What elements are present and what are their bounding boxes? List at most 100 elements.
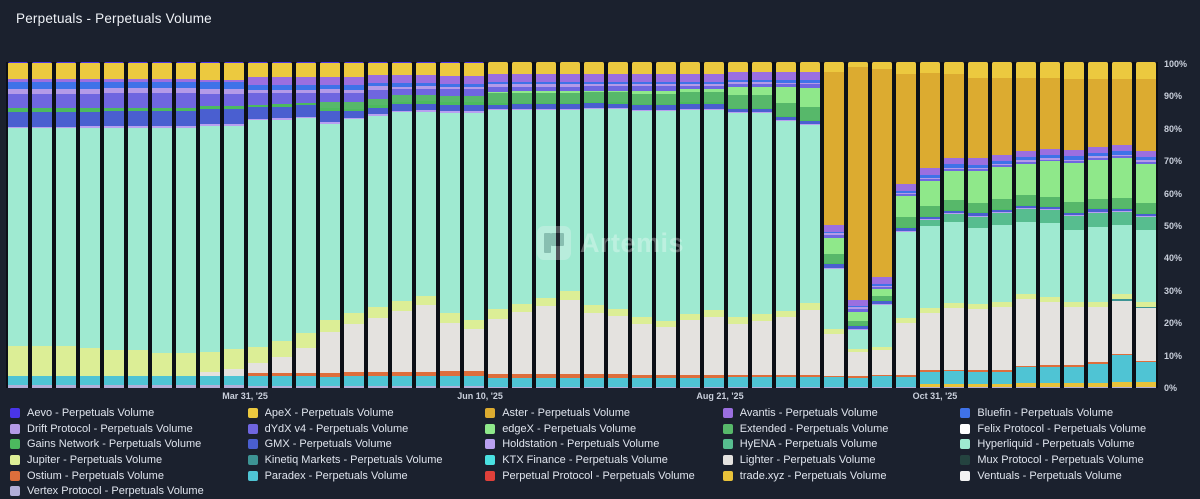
bar-column[interactable] bbox=[1110, 62, 1134, 388]
bar-column[interactable] bbox=[774, 62, 798, 388]
bar-segment bbox=[128, 376, 147, 384]
bar-column[interactable] bbox=[126, 62, 150, 388]
bar-segment bbox=[752, 95, 771, 108]
bar-column[interactable] bbox=[414, 62, 438, 388]
bar-segment bbox=[224, 94, 243, 106]
bar-segment bbox=[752, 62, 771, 72]
legend-item-mux-protocol[interactable]: Mux Protocol - Perpetuals Volume bbox=[960, 453, 1192, 468]
bar-column[interactable] bbox=[78, 62, 102, 388]
bar-segment bbox=[296, 348, 315, 374]
legend-item-ventuals[interactable]: Ventuals - Perpetuals Volume bbox=[960, 468, 1192, 483]
legend-item-hyena[interactable]: HyENA - Perpetuals Volume bbox=[723, 437, 955, 452]
bar-column[interactable] bbox=[1014, 62, 1038, 388]
bar-segment bbox=[8, 128, 27, 346]
bar-column[interactable] bbox=[702, 62, 726, 388]
bar-column[interactable] bbox=[1062, 62, 1086, 388]
bar-column[interactable] bbox=[270, 62, 294, 388]
bar-column[interactable] bbox=[462, 62, 486, 388]
bar-column[interactable] bbox=[966, 62, 990, 388]
bar-segment bbox=[704, 92, 723, 102]
bar-column[interactable] bbox=[6, 62, 30, 388]
bar-column[interactable] bbox=[366, 62, 390, 388]
legend-item-felix-protocol[interactable]: Felix Protocol - Perpetuals Volume bbox=[960, 422, 1192, 437]
bar-stack bbox=[968, 62, 987, 388]
bar-column[interactable] bbox=[798, 62, 822, 388]
bar-segment bbox=[752, 387, 771, 388]
bar-column[interactable] bbox=[582, 62, 606, 388]
bar-column[interactable] bbox=[822, 62, 846, 388]
bar-column[interactable] bbox=[750, 62, 774, 388]
bar-column[interactable] bbox=[654, 62, 678, 388]
legend-item-vertex-protocol[interactable]: Vertex Protocol - Perpetuals Volume bbox=[10, 484, 242, 499]
bar-column[interactable] bbox=[486, 62, 510, 388]
legend-item-kinetiq-markets[interactable]: Kinetiq Markets - Perpetuals Volume bbox=[248, 453, 480, 468]
legend-item-paradex[interactable]: Paradex - Perpetuals Volume bbox=[248, 468, 480, 483]
legend-item-aevo[interactable]: Aevo - Perpetuals Volume bbox=[10, 406, 242, 421]
legend-item-gmx[interactable]: GMX - Perpetuals Volume bbox=[248, 437, 480, 452]
bar-segment bbox=[872, 289, 891, 296]
bar-column[interactable] bbox=[918, 62, 942, 388]
bar-column[interactable] bbox=[198, 62, 222, 388]
bar-column[interactable] bbox=[534, 62, 558, 388]
legend-item-hyperliquid[interactable]: Hyperliquid - Perpetuals Volume bbox=[960, 437, 1192, 452]
bar-column[interactable] bbox=[1086, 62, 1110, 388]
bar-segment bbox=[1040, 161, 1059, 196]
y-axis-label: 30% bbox=[1164, 286, 1182, 296]
bar-column[interactable] bbox=[438, 62, 462, 388]
bar-segment bbox=[320, 111, 339, 122]
bar-segment bbox=[320, 124, 339, 320]
bar-segment bbox=[632, 111, 651, 317]
bar-segment bbox=[416, 296, 435, 306]
bar-column[interactable] bbox=[606, 62, 630, 388]
bar-column[interactable] bbox=[558, 62, 582, 388]
bar-column[interactable] bbox=[150, 62, 174, 388]
bar-segment bbox=[944, 222, 963, 303]
legend-item-ktx-finance[interactable]: KTX Finance - Perpetuals Volume bbox=[485, 453, 717, 468]
bar-segment bbox=[416, 376, 435, 386]
legend-item-jupiter[interactable]: Jupiter - Perpetuals Volume bbox=[10, 453, 242, 468]
bar-column[interactable] bbox=[870, 62, 894, 388]
legend-item-ostium[interactable]: Ostium - Perpetuals Volume bbox=[10, 468, 242, 483]
bar-stack bbox=[776, 62, 795, 388]
legend-item-perpetual-protocol[interactable]: Perpetual Protocol - Perpetuals Volume bbox=[485, 468, 717, 483]
bar-segment bbox=[488, 319, 507, 374]
legend-item-avantis[interactable]: Avantis - Perpetuals Volume bbox=[723, 406, 955, 421]
legend-item-holdstation[interactable]: Holdstation - Perpetuals Volume bbox=[485, 437, 717, 452]
legend-item-lighter[interactable]: Lighter - Perpetuals Volume bbox=[723, 453, 955, 468]
bar-column[interactable] bbox=[510, 62, 534, 388]
bar-segment bbox=[1088, 227, 1107, 302]
legend-item-edgex[interactable]: edgeX - Perpetuals Volume bbox=[485, 422, 717, 437]
bar-column[interactable] bbox=[30, 62, 54, 388]
bar-column[interactable] bbox=[1134, 62, 1158, 388]
legend-item-trade-xyz[interactable]: trade.xyz - Perpetuals Volume bbox=[723, 468, 955, 483]
legend-item-apex[interactable]: ApeX - Perpetuals Volume bbox=[248, 406, 480, 421]
bar-column[interactable] bbox=[54, 62, 78, 388]
bar-segment bbox=[344, 313, 363, 324]
bar-column[interactable] bbox=[894, 62, 918, 388]
legend-item-aster[interactable]: Aster - Perpetuals Volume bbox=[485, 406, 717, 421]
bar-segment bbox=[608, 387, 627, 388]
legend-item-bluefin[interactable]: Bluefin - Perpetuals Volume bbox=[960, 406, 1192, 421]
bar-column[interactable] bbox=[222, 62, 246, 388]
bar-column[interactable] bbox=[294, 62, 318, 388]
bar-column[interactable] bbox=[1038, 62, 1062, 388]
bar-column[interactable] bbox=[390, 62, 414, 388]
bar-segment bbox=[152, 353, 171, 376]
bar-column[interactable] bbox=[678, 62, 702, 388]
legend-item-drift-protocol[interactable]: Drift Protocol - Perpetuals Volume bbox=[10, 422, 242, 437]
legend-item-gains-network[interactable]: Gains Network - Perpetuals Volume bbox=[10, 437, 242, 452]
bar-column[interactable] bbox=[246, 62, 270, 388]
bar-column[interactable] bbox=[174, 62, 198, 388]
bar-column[interactable] bbox=[102, 62, 126, 388]
legend-item-dydx-v4[interactable]: dYdX v4 - Perpetuals Volume bbox=[248, 422, 480, 437]
bar-column[interactable] bbox=[846, 62, 870, 388]
bar-segment bbox=[680, 387, 699, 388]
bar-column[interactable] bbox=[726, 62, 750, 388]
legend-item-extended[interactable]: Extended - Perpetuals Volume bbox=[723, 422, 955, 437]
bar-column[interactable] bbox=[942, 62, 966, 388]
bar-column[interactable] bbox=[630, 62, 654, 388]
bar-column[interactable] bbox=[990, 62, 1014, 388]
bar-segment bbox=[1136, 62, 1155, 78]
bar-column[interactable] bbox=[318, 62, 342, 388]
bar-column[interactable] bbox=[342, 62, 366, 388]
